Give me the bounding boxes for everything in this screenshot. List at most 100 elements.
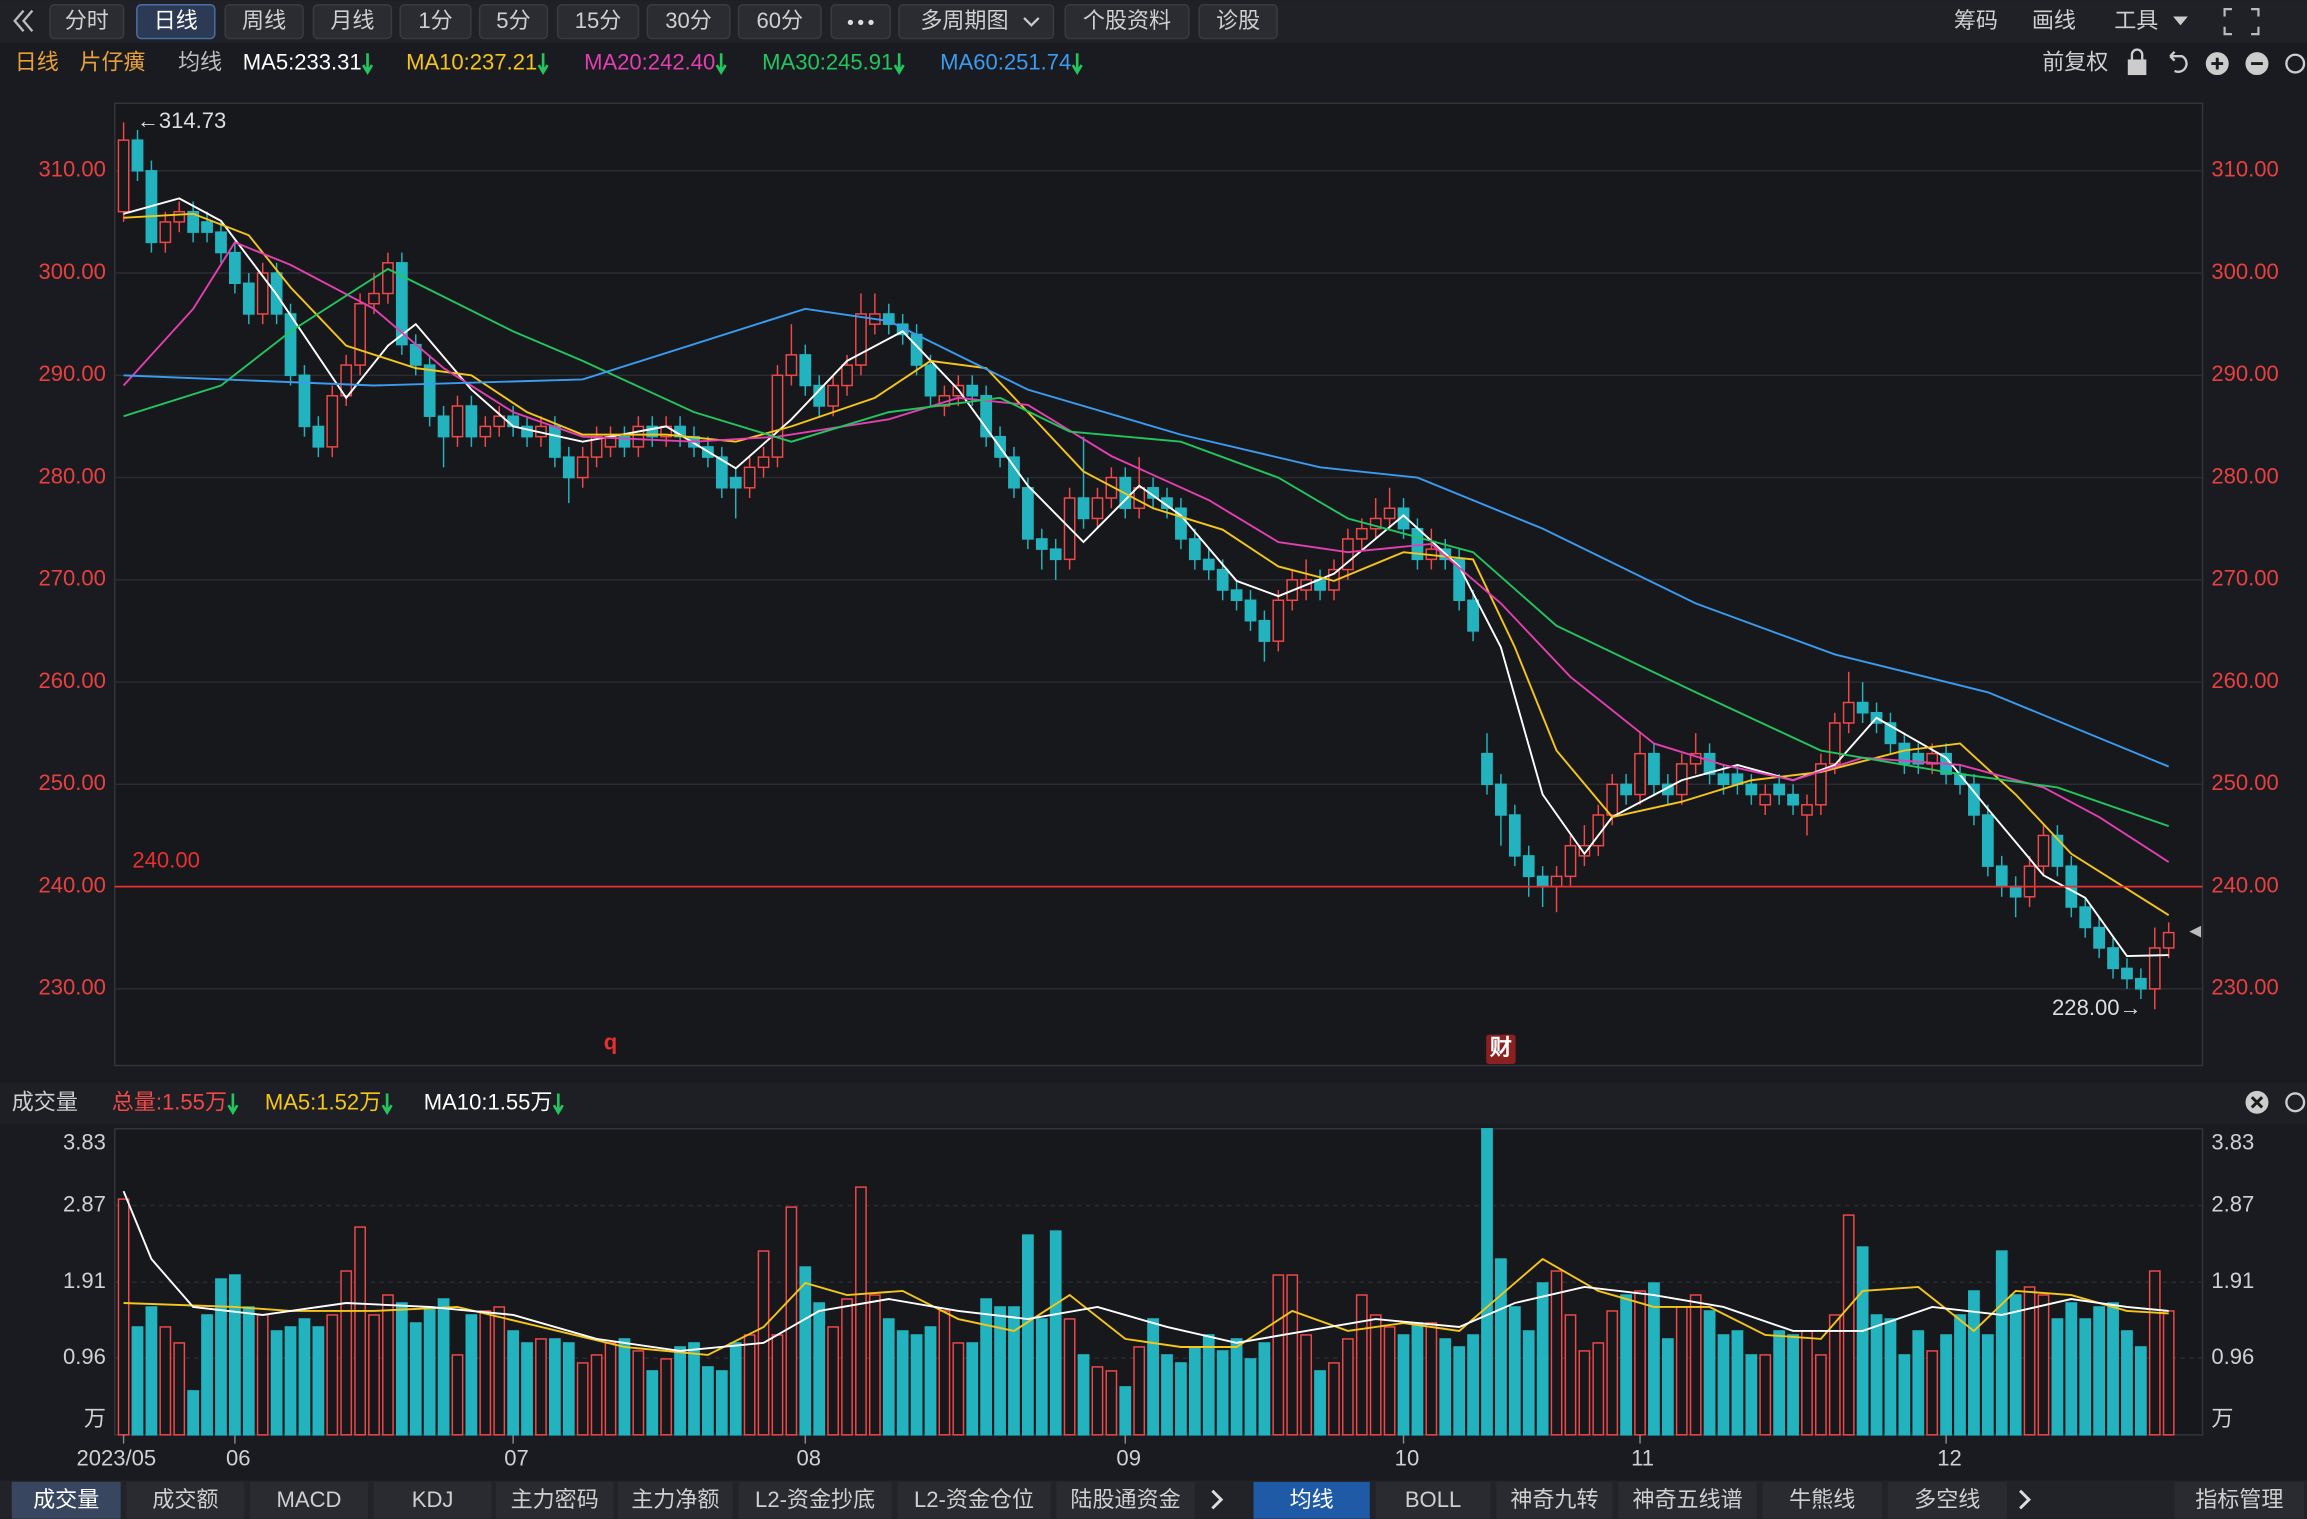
indicator-tab[interactable] [738,1481,892,1519]
tool-label[interactable]: 筹码 [1954,8,1998,33]
indicator-tab-label: 主力净额 [631,1487,719,1512]
fullscreen-icon[interactable] [2223,8,2260,36]
volume-bar [938,1310,951,1436]
volume-bar [1787,1334,1799,1436]
lock-icon[interactable] [2127,59,2147,76]
more-dot [858,19,864,26]
indicator-tab[interactable] [250,1481,368,1519]
indicator-tab[interactable] [495,1481,614,1519]
manage-label[interactable]: 指标管理 [2195,1487,2283,1512]
toolbar-button[interactable] [646,3,731,40]
price-line-label: 240.00 [132,847,199,872]
indicator-tab[interactable] [897,1481,1051,1519]
indicator-tab[interactable] [1618,1481,1757,1519]
toolbar-button[interactable] [136,3,216,40]
candle-body [1717,773,1730,786]
tool-label[interactable]: 画线 [2032,8,2076,33]
stock-name: 片仔癀 [79,49,145,74]
toolbar-button[interactable] [224,3,304,40]
indicator-tab[interactable] [617,1481,733,1519]
candle-body [1022,487,1034,540]
candle-body [1105,476,1118,499]
volume-bar [688,1342,700,1436]
undo-icon[interactable] [2169,50,2188,73]
volume-bar [159,1326,172,1436]
event-marker[interactable]: q [604,1029,617,1054]
candle-body [354,302,366,366]
manage-button[interactable] [2174,1481,2305,1519]
toolbar-button-label: 个股资料 [1083,8,1171,33]
candle-body [1258,619,1271,642]
toolbar-button[interactable] [312,3,393,40]
volume-bar [2079,1318,2092,1436]
volume-title: 成交量 [12,1090,78,1115]
indicator-tab-label: 成交额 [152,1487,218,1512]
candle-body [1606,783,1619,816]
toolbar-button[interactable] [556,3,640,40]
settings-icon[interactable] [2285,53,2306,74]
candle-body [1801,804,1813,816]
volume-bar [924,1326,937,1436]
volume-bar [562,1342,575,1436]
indicator-tab[interactable] [126,1481,245,1519]
settings-icon-2[interactable] [2285,1092,2306,1113]
toolbar-button[interactable] [1064,3,1190,40]
toolbar-button[interactable] [478,3,549,40]
candle-body [312,425,325,448]
volume-bar [2065,1302,2078,1436]
down-arrow [552,1093,564,1116]
toolbar-button[interactable] [49,3,125,40]
volume-bar [479,1310,492,1436]
event-badge[interactable] [1486,1034,1516,1065]
indicator-tab-label: BOLL [1405,1487,1461,1512]
x-tick-label: 06 [226,1446,251,1471]
volume-bar [604,1342,617,1436]
toolbar-button-label: 1分 [418,8,452,33]
indicator-tab-label: L2-资金仓位 [914,1487,1034,1512]
toolbar-button-label: 月线 [330,8,374,33]
volume-bar [145,1306,158,1436]
indicator-tab[interactable] [1253,1481,1370,1519]
volume-bar [1453,1346,1466,1436]
period-label: 日线 [15,49,59,74]
toolbar-button[interactable] [737,3,822,40]
indicator-tab[interactable] [1375,1481,1491,1519]
candle-body [423,364,436,417]
volume-bar [409,1322,422,1436]
toolbar-button[interactable] [1198,3,1278,40]
tab-scroll[interactable] [2019,1489,2032,1510]
y-tick-label: 310.00 [38,157,105,182]
indicator-tab-label: 均线 [1290,1487,1334,1512]
y-tick-label-right: 3.83 [2211,1129,2254,1154]
indicator-tab[interactable] [1056,1481,1195,1519]
volume-bar [1272,1274,1285,1436]
toolbar-button[interactable] [399,3,472,40]
volume-bar [1161,1354,1173,1436]
more-dot [868,19,874,26]
candle-body [159,221,172,244]
indicator-tab[interactable] [1496,1481,1613,1519]
y-tick-label: 0.96 [63,1344,106,1369]
candle-body [242,282,255,315]
volume-bar [1689,1294,1702,1436]
candle-body [729,476,742,489]
indicator-tab[interactable] [1887,1481,2007,1519]
volume-bar [1536,1282,1549,1436]
candle-body [1188,538,1201,561]
volume-bar [2051,1318,2064,1436]
toolbar-button[interactable] [898,3,1055,40]
adjust-label[interactable]: 前复权 [2042,49,2108,74]
down-arrow [893,53,905,75]
tool-label[interactable]: 工具 [2114,8,2158,33]
volume-bar [966,1342,979,1436]
event-marker[interactable]: 财 [1490,1035,1512,1060]
candle-body [465,405,478,438]
candle-body [855,313,867,366]
collapse-icon[interactable] [13,9,34,32]
indicator-tab[interactable] [1762,1481,1882,1519]
candle-body [2037,834,2050,867]
volume-bar [2162,1310,2175,1436]
tab-scroll[interactable] [1211,1489,1224,1510]
indicator-tab[interactable] [373,1481,492,1519]
indicator-tab[interactable] [11,1481,121,1519]
